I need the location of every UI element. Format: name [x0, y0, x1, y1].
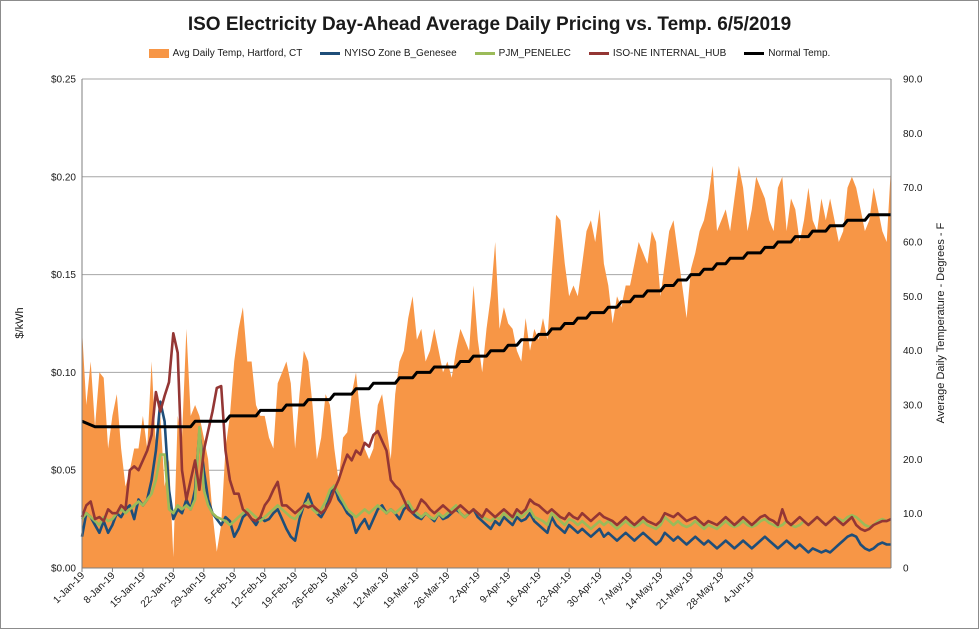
legend-label-temp: Avg Daily Temp, Hartford, CT [172, 48, 303, 59]
y2-tick-label: 40.0 [903, 346, 923, 357]
y-tick-label: $0.15 [51, 270, 76, 281]
series-line-4 [81, 213, 891, 429]
legend-swatch-temp [148, 49, 169, 58]
series-area-0 [82, 165, 891, 568]
legend-label-isone: ISO-NE INTERNAL_HUB [612, 48, 727, 59]
x-tick-label: 2-Apr-19 [448, 570, 484, 606]
y2-tick-label: 20.0 [903, 455, 923, 466]
series-line-1 [80, 400, 891, 554]
x-tick-label: 4-Jun-19 [721, 570, 757, 606]
y-tick-label: $0.10 [51, 368, 76, 379]
legend-item-nyiso: NYISO Zone B_Genesee [320, 48, 457, 59]
y-tick-label: $0.00 [51, 564, 76, 575]
legend-item-isone: ISO-NE INTERNAL_HUB [588, 48, 727, 59]
legend: Avg Daily Temp, Hartford, CT NYISO Zone … [0, 48, 979, 59]
legend-swatch-pjm [474, 52, 495, 55]
y2-tick-label: 30.0 [903, 401, 923, 412]
y-tick-label: $0.20 [51, 172, 76, 183]
y-tick-label: $0.25 [51, 75, 76, 86]
series-line-3 [80, 332, 892, 533]
x-tick-label: 1-Jan-19 [51, 570, 87, 606]
y2-tick-label: 60.0 [903, 238, 923, 249]
chart-title: ISO Electricity Day-Ahead Average Daily … [187, 14, 792, 35]
series-line-2 [80, 425, 892, 531]
legend-swatch-isone [588, 52, 609, 55]
y2-tick-label: 10.0 [903, 509, 923, 520]
y2-tick-label: 0 [903, 564, 909, 575]
legend-label-nyiso: NYISO Zone B_Genesee [344, 48, 457, 59]
legend-item-normal: Normal Temp. [744, 48, 830, 59]
legend-swatch-normal [744, 52, 765, 55]
y2-tick-label: 70.0 [903, 183, 923, 194]
legend-item-temp: Avg Daily Temp, Hartford, CT [148, 48, 303, 59]
legend-item-pjm: PJM_PENELEC [474, 48, 571, 59]
legend-label-normal: Normal Temp. [768, 48, 831, 59]
y-tick-label: $0.05 [51, 466, 76, 477]
y2-tick-label: 80.0 [903, 129, 923, 140]
y2-tick-label: 50.0 [903, 292, 923, 303]
y2-tick-label: 90.0 [903, 75, 923, 86]
legend-swatch-nyiso [320, 52, 341, 55]
legend-label-pjm: PJM_PENELEC [498, 48, 571, 59]
